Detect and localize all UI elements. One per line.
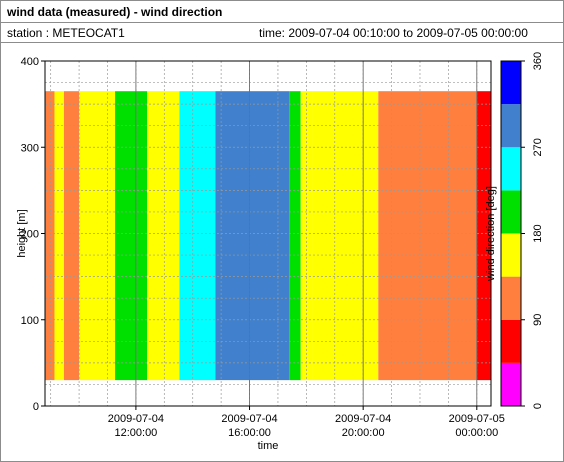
colorbar-bin-3	[501, 233, 521, 277]
y-tick-label: 400	[21, 56, 39, 68]
title-bar: wind data (measured) - wind direction	[1, 1, 563, 23]
heat-cell-4	[115, 91, 148, 381]
x-tick-time: 00:00:00	[455, 427, 498, 439]
x-axis-label: time	[258, 440, 279, 452]
heat-cell-6	[179, 91, 216, 381]
y-axis-label: height [m]	[16, 209, 28, 257]
colorbar-bin-7	[501, 61, 521, 105]
colorbar-tick-label: 360	[532, 52, 544, 70]
time-range-label: time: 2009-07-04 00:10:00 to 2009-07-05 …	[259, 26, 528, 40]
colorbar-bin-1	[501, 319, 521, 363]
grid-layer	[45, 61, 491, 406]
colorbar-bin-5	[501, 147, 521, 191]
x-tick-time: 12:00:00	[114, 427, 157, 439]
plot-area: 0 100 200 300 400 2009-07-04 12:00:00 2009-07-0…	[16, 52, 544, 452]
heatmap-layer	[45, 91, 491, 381]
colorbar-bin-6	[501, 104, 521, 148]
y-tick-label: 0	[33, 401, 39, 413]
colorbar-label: wind direction [deg]	[485, 186, 497, 282]
heat-cell-1	[54, 91, 64, 381]
heat-cell-8	[289, 91, 301, 381]
colorbar-tick-label: 0	[532, 403, 544, 409]
y-tick-label: 300	[21, 142, 39, 154]
heat-cell-12	[476, 91, 491, 381]
x-tick-date: 2009-07-05	[449, 413, 505, 425]
station-label: station : METEOCAT1	[7, 26, 125, 40]
colorbar: 0 90 180 270 360	[500, 52, 544, 409]
heat-cell-0	[45, 91, 55, 381]
heat-cell-7	[215, 91, 290, 381]
colorbar-tick-label: 180	[532, 224, 544, 242]
x-tick-time: 16:00:00	[228, 427, 271, 439]
heat-cell-9	[300, 91, 313, 381]
heat-cell-3	[79, 91, 116, 381]
info-bar: station : METEOCAT1 time: 2009-07-04 00:…	[1, 23, 563, 43]
heat-cell-2	[63, 91, 80, 381]
x-tick-date: 2009-07-04	[221, 413, 277, 425]
x-tick-date: 2009-07-04	[335, 413, 391, 425]
chart-title: wind data (measured) - wind direction	[7, 5, 223, 19]
colorbar-bin-0	[501, 362, 521, 407]
heat-cell-11	[378, 91, 477, 381]
colorbar-tick-label: 270	[532, 138, 544, 156]
x-tick-time: 20:00:00	[342, 427, 385, 439]
heat-cell-5	[147, 91, 180, 381]
colorbar-tick-label: 90	[532, 314, 544, 326]
axis-layer: 0 100 200 300 400 2009-07-04 12:00:00 2009-07-0…	[21, 56, 505, 439]
x-tick-date: 2009-07-04	[108, 413, 164, 425]
colorbar-bin-4	[501, 190, 521, 234]
y-tick-label: 200	[21, 229, 39, 241]
colorbar-bin-2	[501, 276, 521, 320]
y-tick-label: 100	[21, 315, 39, 327]
heat-cell-10	[312, 91, 379, 381]
